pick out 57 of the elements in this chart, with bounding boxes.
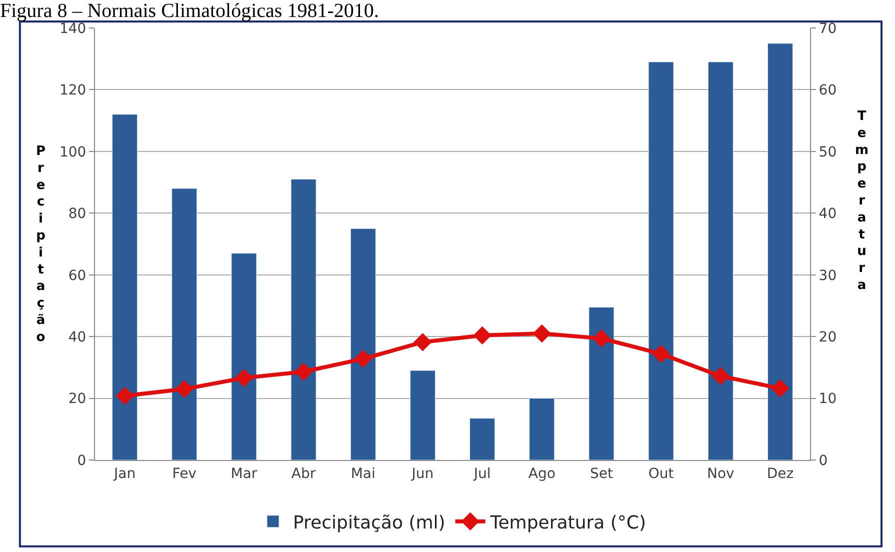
y2-tick-label: 70 [818, 20, 837, 37]
x-tick-label: Out [648, 466, 674, 482]
bar [529, 398, 555, 460]
point [294, 362, 313, 381]
x-tick-label: Jan [112, 466, 136, 482]
point [414, 333, 432, 352]
y2-tick-label: 30 [818, 268, 837, 284]
y-tick-label: 40 [68, 329, 86, 346]
point [116, 386, 134, 405]
y-tick-label: 140 [59, 20, 86, 37]
point [592, 329, 611, 348]
x-tick-label: Dez [766, 466, 794, 482]
bar [172, 188, 198, 460]
bar [350, 228, 376, 460]
point [354, 350, 372, 368]
x-tick-label: Abr [291, 466, 316, 482]
point [771, 379, 790, 398]
y-tick-label: 20 [68, 391, 86, 408]
bar [708, 62, 734, 460]
x-tick-label: Jul [472, 466, 491, 482]
y2-tick-label: 0 [818, 452, 828, 469]
point [712, 366, 730, 386]
x-tick-label: Jun [410, 466, 434, 482]
y-tick-label: 60 [68, 268, 86, 284]
legend-label: Precipitação (ml) [293, 512, 446, 534]
point [175, 380, 194, 398]
bar [112, 114, 138, 460]
text: Temperatura [855, 109, 869, 293]
y-tick-label: 100 [59, 144, 86, 160]
x-tick-label: Mar [230, 466, 258, 482]
point [473, 326, 492, 344]
text: Precipitação [36, 144, 46, 345]
x-tick-label: Set [590, 466, 614, 482]
y-tick-label: 0 [77, 452, 86, 469]
y2-tick-label: 50 [818, 144, 837, 160]
bar [588, 307, 614, 460]
y2-tick-label: 60 [818, 82, 837, 99]
legend-label: Temperatura (°C) [489, 512, 646, 534]
point [234, 368, 254, 388]
y2-tick-label: 20 [818, 329, 837, 346]
point [652, 344, 670, 363]
bar [767, 43, 793, 460]
chart-title: Figura 8 – Normais Climatológicas 1981-2010. [0, 0, 379, 22]
bar [648, 62, 674, 460]
bar [410, 370, 436, 460]
y-tick-label: 80 [68, 206, 86, 222]
x-tick-label: Nov [706, 466, 734, 482]
bar [290, 178, 316, 460]
point [532, 324, 551, 343]
bar [231, 253, 257, 460]
y2-tick-label: 40 [818, 206, 837, 222]
y-tick-label: 120 [59, 82, 86, 99]
x-tick-label: Fev [172, 466, 196, 482]
x-tick-label: Ago [528, 466, 556, 482]
x-tick-label: Mai [350, 466, 376, 482]
bar [470, 418, 496, 460]
y2-tick-label: 10 [818, 391, 837, 408]
